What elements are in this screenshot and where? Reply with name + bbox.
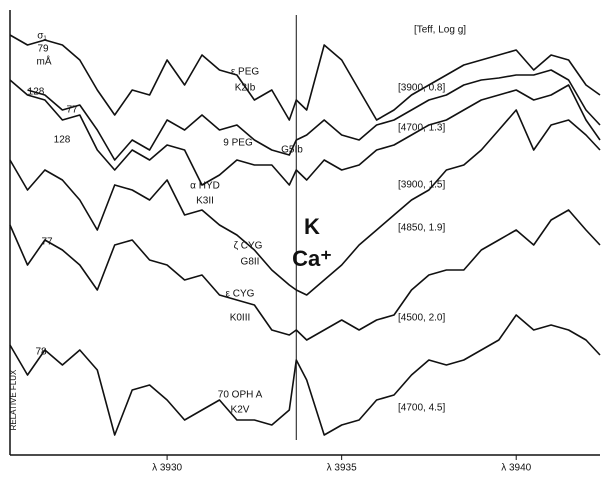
spectral-type: K0III (230, 313, 251, 324)
ew-unit: mÅ (37, 55, 52, 68)
star-name: ε CYG (226, 289, 255, 300)
ew-label: 77 (41, 237, 53, 248)
spectrum-line (9, 34, 601, 121)
params: [4700, 4.5] (398, 403, 445, 414)
x-tick-label: λ 3935 (327, 463, 357, 474)
ew-label: 78 (35, 347, 47, 358)
x-tick-label: λ 3940 (501, 463, 531, 474)
ew-label: 77 (66, 105, 78, 116)
star-name: ζ CYG (234, 241, 263, 252)
spectrum-line (9, 79, 601, 186)
star-name: ε PEG (231, 67, 260, 78)
spectrum-line (27, 69, 601, 161)
spectral-type: K3II (196, 196, 214, 207)
star-name: α HYD (190, 181, 220, 192)
params: [4850, 1.9] (398, 223, 445, 234)
header: [Teff, Log g] (414, 25, 466, 36)
spectrum-line (9, 209, 601, 341)
ion-label: Ca⁺ (292, 246, 332, 271)
x-tick-label: λ 3930 (152, 463, 182, 474)
spectral-type: G8II (241, 257, 260, 268)
star-name: 70 OPH A (218, 390, 263, 401)
ew-label: 79 (37, 44, 49, 55)
spectrum-line (9, 109, 601, 296)
line-label: K (304, 214, 320, 239)
ew-label: 128 (28, 87, 45, 98)
y-axis-label: RELATIVE FLUX (9, 369, 18, 430)
spectral-type: K2V (231, 405, 250, 416)
spectral-type: G5Ib (281, 145, 303, 156)
spectral-type: K2Ib (235, 83, 256, 94)
spectrum-line (9, 314, 601, 436)
params: [3900, 0.8] (398, 83, 445, 94)
star-name: 9 PEG (223, 138, 253, 149)
params: [4700, 1.3] (398, 123, 445, 134)
ew-symbol: σ₁ (37, 31, 47, 42)
ew-label: 128 (54, 135, 71, 146)
params: [3900, 1.5] (398, 180, 445, 191)
params: [4500, 2.0] (398, 313, 445, 324)
